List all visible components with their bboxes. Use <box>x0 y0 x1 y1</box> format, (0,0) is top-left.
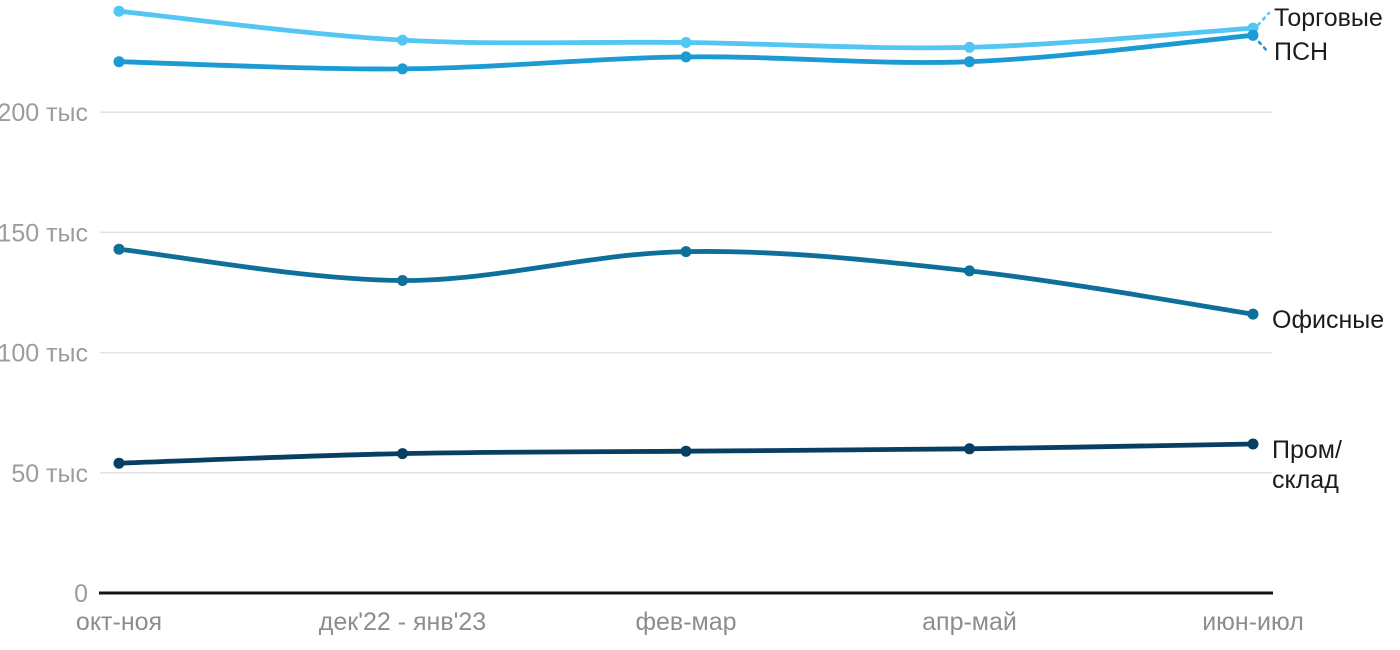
data-point-psn <box>964 56 975 68</box>
series-lines <box>113 5 1259 469</box>
x-axis-tick-label: фев-мар <box>635 608 736 636</box>
series-label-ofisnye: Офисные <box>1272 306 1384 334</box>
x-axis-tick-label: апр-май <box>922 608 1017 636</box>
leader-line-psn <box>1257 40 1271 55</box>
series-label-prom-sklad-line1: Пром/ <box>1272 436 1342 464</box>
data-point-torgovye <box>397 34 408 46</box>
gridlines <box>100 111 1272 474</box>
y-axis-tick-label: 50 тыс <box>11 460 88 488</box>
data-point-prom-sklad <box>964 443 975 455</box>
leader-line-torgovye <box>1256 11 1271 27</box>
x-axis-tick-labels: окт-ноя дек'22 - янв'23 фев-мар апр-май июн-… <box>76 608 1304 636</box>
series-label-psn: ПСН <box>1274 38 1328 66</box>
data-point-prom-sklad <box>397 448 408 460</box>
data-point-psn <box>1247 29 1259 41</box>
data-point-psn <box>397 63 408 75</box>
data-point-torgovye <box>113 5 125 17</box>
y-axis-tick-label: 100 тыс <box>0 340 88 368</box>
data-point-ofisnye <box>397 275 408 286</box>
series-label-torgovye: Торговые <box>1274 4 1383 32</box>
data-point-ofisnye <box>1247 308 1259 320</box>
data-point-torgovye <box>680 37 692 48</box>
data-point-psn <box>113 56 125 68</box>
data-point-prom-sklad <box>113 457 125 469</box>
x-axis-tick-label: июн-июл <box>1202 608 1304 636</box>
series-line-ofisnye <box>116 246 1256 317</box>
data-point-ofisnye <box>964 265 975 277</box>
data-point-ofisnye <box>113 243 125 255</box>
y-axis-tick-label: 0 <box>74 580 88 608</box>
data-point-prom-sklad <box>1247 438 1259 450</box>
leader-lines <box>1256 11 1271 55</box>
y-axis-tick-labels: 0 50 тыс 100 тыс 150 тыс 200 тыс <box>0 99 88 608</box>
data-point-torgovye <box>964 41 975 53</box>
y-axis-tick-label: 150 тыс <box>0 219 88 247</box>
data-point-psn <box>680 51 692 63</box>
series-labels: Торговые ПСН Офисные Пром/ склад <box>1272 4 1384 494</box>
series-label-prom-sklad-line2: склад <box>1272 466 1339 494</box>
x-axis-tick-label: дек'22 - янв'23 <box>319 608 486 636</box>
y-axis-tick-label: 200 тыс <box>0 99 88 127</box>
data-point-ofisnye <box>680 246 692 258</box>
data-point-prom-sklad <box>680 445 692 457</box>
x-axis-tick-label: окт-ноя <box>76 608 162 636</box>
